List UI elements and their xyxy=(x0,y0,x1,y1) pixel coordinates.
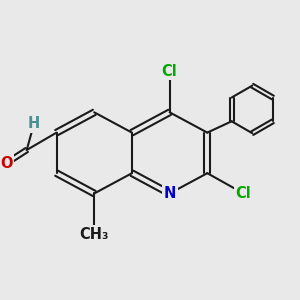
Text: H: H xyxy=(28,116,40,131)
Text: O: O xyxy=(0,155,13,170)
Text: CH₃: CH₃ xyxy=(80,226,109,242)
Text: Cl: Cl xyxy=(162,64,178,79)
Text: N: N xyxy=(164,186,176,201)
Text: Cl: Cl xyxy=(236,186,251,201)
